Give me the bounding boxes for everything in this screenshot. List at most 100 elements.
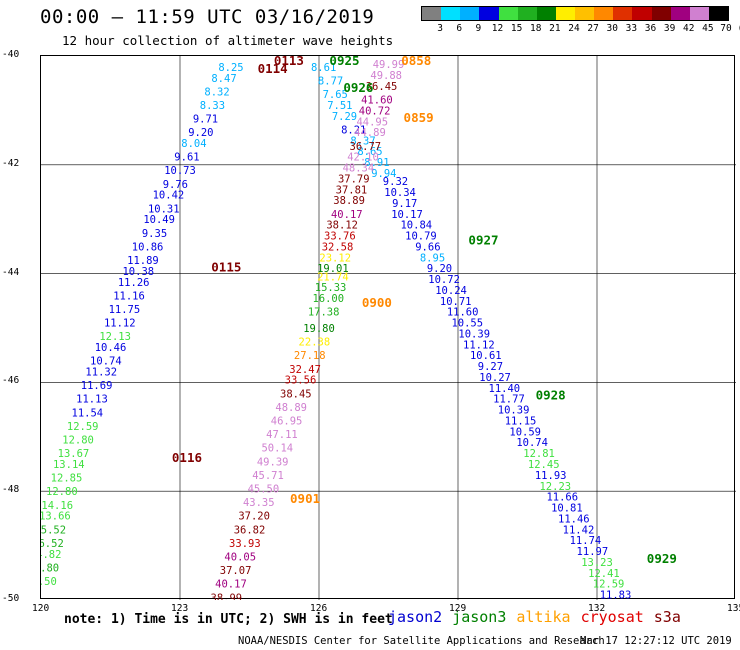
swh-value-label: 41.60 (361, 95, 393, 107)
swh-value-label: 48.89 (275, 402, 307, 414)
legend-label: 21 (549, 23, 561, 34)
legend-label: 27 (587, 23, 599, 34)
swh-value-label: 9.66 (415, 241, 440, 253)
swh-value-label: 44.89 (354, 127, 386, 139)
legend-label: 6 (456, 23, 463, 34)
legend-label: 12 (491, 23, 504, 34)
swh-value-label: 49.88 (370, 70, 402, 82)
swh-value-label: 37.79 (338, 173, 370, 185)
latitude-tick-label: -50 (2, 593, 20, 604)
swh-value-label: 11.54 (72, 407, 104, 419)
legend-label: 45 (702, 23, 714, 34)
longitude-tick-label: 120 (32, 603, 50, 614)
longitude-tick-label: 135 (727, 603, 740, 614)
legend-swatch (689, 7, 709, 20)
swh-value-label: 10.39 (498, 405, 530, 417)
swh-value-label: 19.01 (317, 263, 349, 275)
swh-value-label: 10.59 (509, 426, 541, 438)
swh-value-label: 15.80 (41, 562, 59, 574)
swh-value-label: 32.47 (289, 364, 321, 376)
legend-swatch (632, 7, 652, 20)
swh-value-label: 11.32 (85, 367, 117, 379)
legend-swatch (498, 7, 518, 20)
swh-value-label: 14.82 (41, 549, 61, 561)
pass-time-label: 0927 (468, 233, 498, 248)
legend-swatch (422, 7, 442, 20)
legend-swatch (441, 7, 461, 20)
swh-value-label: 33.56 (285, 375, 317, 387)
swh-value-label: 11.89 (127, 255, 159, 267)
swh-value-label: 11.74 (570, 535, 602, 547)
swh-value-label: 50.14 (261, 443, 293, 455)
swh-value-label: 11.26 (118, 277, 150, 289)
swh-value-label: 49.99 (373, 59, 405, 71)
swh-value-label: 40.17 (215, 579, 247, 591)
swh-value-label: 48.34 (343, 163, 375, 175)
satellite-jason2: jason2 (388, 608, 443, 626)
swh-value-label: 10.73 (164, 165, 196, 177)
swh-value-label: 12.80 (62, 435, 94, 447)
swh-value-label: 46.95 (271, 415, 303, 427)
swh-value-label: 36.77 (350, 141, 382, 153)
longitude-tick-label: 123 (171, 603, 189, 614)
swh-value-label: 10.24 (435, 285, 467, 297)
swh-value-label: 8.25 (218, 62, 243, 74)
swh-value-label: 49.39 (257, 456, 289, 468)
pass-time-label: 0858 (401, 56, 431, 68)
pass-time-label: 0900 (362, 295, 392, 310)
swh-value-label: 8.21 (341, 124, 366, 136)
swh-value-label: 8.37 (350, 135, 375, 147)
generation-timestamp: Mar 17 12:27:12 UTC 2019 (580, 635, 732, 647)
swh-value-label: 23.12 (319, 252, 351, 264)
swh-value-label: 12.59 (593, 579, 625, 591)
latitude-tick-label: -46 (2, 375, 20, 387)
legend-swatch (536, 7, 556, 20)
swh-value-label: 13.67 (58, 448, 90, 460)
swh-value-label: 11.69 (81, 380, 113, 392)
pass-time-label: 0925 (329, 56, 359, 68)
swh-value-label: 10.39 (458, 328, 490, 340)
swh-value-label: 19.80 (303, 323, 335, 335)
swh-value-label: 40.72 (359, 105, 391, 117)
swh-value-label: 10.71 (440, 296, 472, 308)
swh-value-label: 12.41 (588, 568, 620, 580)
legend-label: 39 (663, 23, 676, 34)
swh-value-label: 10.81 (551, 503, 583, 515)
swh-value-label: 11.13 (76, 394, 108, 406)
swh-value-label: 42.10 (347, 152, 379, 164)
swh-value-label: 10.31 (148, 203, 180, 215)
legend-swatch (613, 7, 633, 20)
swh-value-label: 14.50 (41, 576, 57, 588)
swh-value-label: 10.27 (479, 372, 511, 384)
footer-note: note: 1) Time is in UTC; 2) SWH is in fe… (64, 612, 393, 627)
satellite-jason3: jason3 (452, 608, 507, 626)
swh-value-label: 9.20 (188, 127, 213, 139)
swh-value-label: 38.45 (280, 388, 312, 400)
satellite-cryosat: cryosat (580, 608, 644, 626)
swh-value-label: 10.61 (470, 350, 502, 362)
credit-line: NOAA/NESDIS Center for Satellite Applica… (238, 635, 605, 647)
swh-value-label: 7.29 (332, 111, 357, 123)
swh-value-label: 8.04 (181, 138, 206, 150)
swh-value-label: 13.66 (41, 511, 71, 523)
swh-value-label: 10.38 (122, 266, 154, 278)
swh-value-label: 45.71 (252, 470, 284, 482)
swh-value-label: 11.77 (493, 394, 525, 406)
swh-value-label: 37.07 (220, 565, 252, 577)
swh-value-label: 36.82 (234, 524, 266, 536)
swh-value-label: 16.52 (41, 538, 64, 550)
swh-value-label: 8.32 (204, 86, 229, 98)
longitude-tick-label: 129 (449, 603, 467, 614)
swh-value-label: 11.93 (535, 470, 567, 482)
legend-label: 70 (ft) (720, 23, 740, 34)
latitude-tick-label: -48 (2, 484, 20, 496)
swh-value-label: 7.65 (323, 89, 348, 101)
swh-value-label: 38.12 (326, 220, 358, 232)
pass-time-label: 0116 (172, 450, 202, 465)
swh-value-label: 38.89 (333, 195, 365, 207)
swh-value-label: 10.74 (516, 437, 548, 449)
swh-value-label: 12.80 (46, 486, 78, 498)
swh-value-label: 12.81 (523, 448, 555, 460)
swh-value-label: 11.15 (505, 415, 537, 427)
latitude-tick-label: -40 (2, 49, 20, 60)
